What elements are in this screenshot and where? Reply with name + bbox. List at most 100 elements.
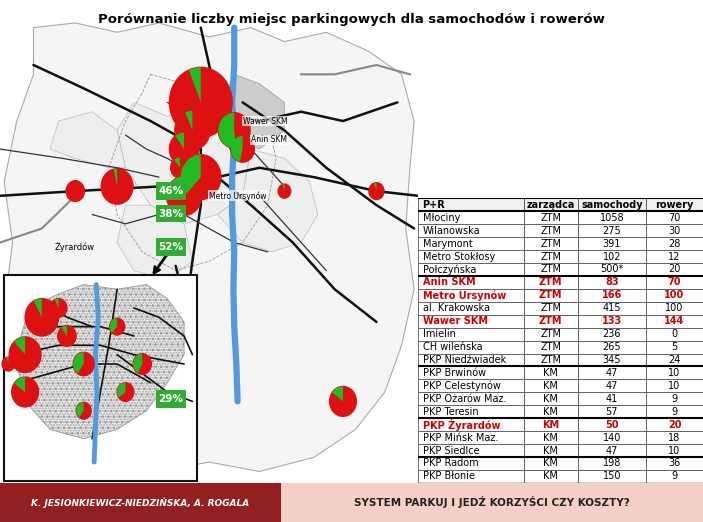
Text: 50: 50 [605,420,619,430]
Wedge shape [332,386,343,401]
Bar [646,276,703,289]
Bar [646,405,703,418]
Bar [418,393,524,405]
Bar [524,315,578,328]
Circle shape [110,318,124,335]
Text: Anin SKM: Anin SKM [423,277,475,288]
Text: KM: KM [543,368,558,378]
Bar [418,198,524,211]
Bar [524,263,578,276]
Bar [155,390,186,408]
Bar [578,457,646,470]
Text: 236: 236 [602,329,621,339]
Text: 1058: 1058 [600,213,624,223]
Bar [155,205,186,222]
Text: 10: 10 [669,381,681,391]
Circle shape [181,155,221,199]
Bar [578,353,646,366]
Text: Wilanowska: Wilanowska [423,226,480,236]
Bar [578,237,646,250]
Bar [578,211,646,224]
Bar [646,302,703,315]
Circle shape [117,383,134,401]
Text: 10: 10 [669,445,681,456]
Text: Imielin: Imielin [423,329,456,339]
Bar [646,328,703,341]
Text: PKP Błonie: PKP Błonie [423,471,475,481]
Bar [578,328,646,341]
Text: ZTM: ZTM [540,329,561,339]
Text: CH wileńska: CH wileńska [423,342,482,352]
Bar [418,289,524,302]
Bar [646,393,703,405]
Wedge shape [374,183,377,191]
Text: KM: KM [543,471,558,481]
Bar [418,444,524,457]
Bar [418,341,524,353]
Text: 52%: 52% [158,242,183,252]
Text: 20: 20 [668,420,681,430]
Bar [418,418,524,431]
Text: 47: 47 [606,445,618,456]
Polygon shape [17,284,184,438]
Text: 500*: 500* [600,265,624,275]
Wedge shape [110,318,117,333]
Bar [155,182,186,200]
Bar [524,341,578,353]
Bar [155,239,186,256]
Text: 5: 5 [671,342,678,352]
Text: PKP Mińsk Maz.: PKP Mińsk Maz. [423,433,498,443]
Text: 9: 9 [671,407,678,417]
Circle shape [76,402,91,419]
Bar [646,211,703,224]
Bar [524,328,578,341]
Circle shape [278,184,291,198]
Text: ZTM: ZTM [540,342,561,352]
Bar [524,366,578,379]
Text: 102: 102 [602,252,621,262]
Bar [578,315,646,328]
Text: PKP Ożarów Maz.: PKP Ożarów Maz. [423,394,506,404]
Bar [578,276,646,289]
Text: PKP Niedźwiadek: PKP Niedźwiadek [423,355,505,365]
Wedge shape [55,299,58,308]
Text: Połczyńska: Połczyńska [423,264,476,275]
Bar [418,405,524,418]
Polygon shape [117,102,251,224]
Wedge shape [34,299,42,317]
Wedge shape [6,357,8,364]
Text: Metro Stokłosy: Metro Stokłosy [423,252,495,262]
Text: ZTM: ZTM [539,316,562,326]
Text: 38%: 38% [158,209,183,219]
Wedge shape [176,133,184,149]
Bar [524,431,578,444]
Bar [524,237,578,250]
Polygon shape [50,112,125,168]
Text: 100: 100 [665,303,684,313]
Text: 28: 28 [669,239,681,248]
Text: KM: KM [543,433,558,443]
Circle shape [25,299,58,336]
Text: Marymont: Marymont [423,239,472,248]
Text: zarządca: zarządca [527,200,575,210]
Circle shape [171,158,189,178]
Text: 47: 47 [606,368,618,378]
Text: 198: 198 [602,458,621,468]
Text: 140: 140 [602,433,621,443]
Text: 265: 265 [602,342,621,352]
Text: KM: KM [543,445,558,456]
Polygon shape [217,149,318,252]
Circle shape [169,67,232,137]
Text: ZTM: ZTM [540,265,561,275]
Text: ZTM: ZTM [540,226,561,236]
Text: 30: 30 [669,226,681,236]
Text: 100: 100 [664,290,685,300]
Polygon shape [217,74,285,149]
Bar [524,224,578,237]
Wedge shape [219,113,236,148]
Text: PKP Brwinów: PKP Brwinów [423,368,486,378]
Text: PKP Radom: PKP Radom [423,458,478,468]
Bar [646,418,703,431]
Bar [418,224,524,237]
Bar [646,289,703,302]
